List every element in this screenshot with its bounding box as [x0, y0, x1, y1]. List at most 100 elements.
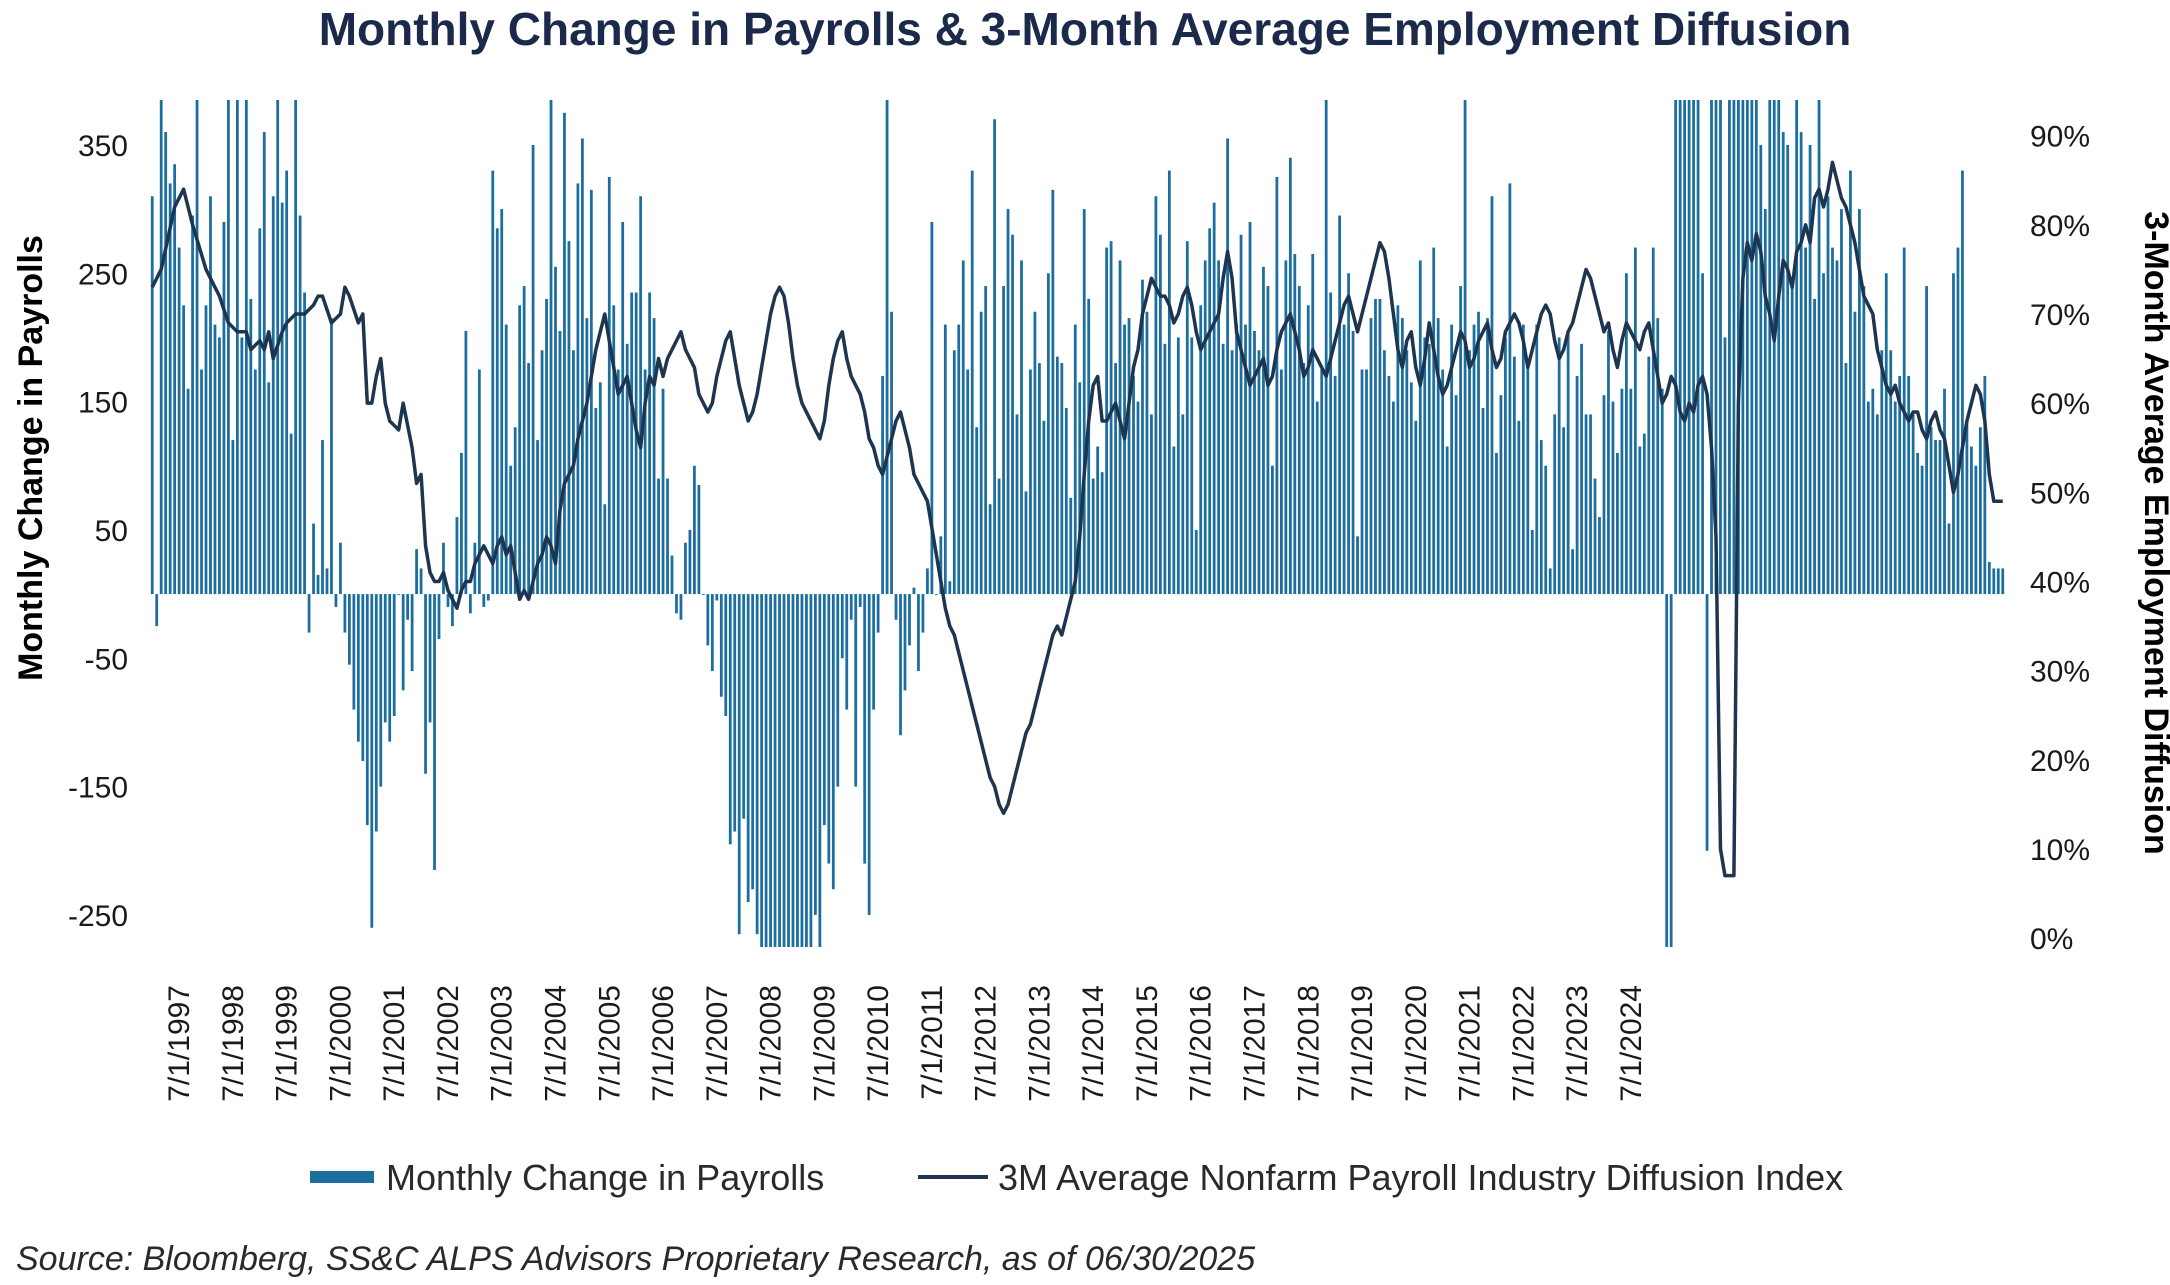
payroll-bar: [1271, 465, 1274, 595]
payroll-bar: [715, 594, 719, 601]
payroll-bar: [1629, 388, 1633, 595]
payroll-bar: [1073, 324, 1077, 595]
payroll-bar: [840, 594, 844, 659]
payroll-bar: [1087, 298, 1091, 595]
payroll-bar: [1499, 395, 1503, 595]
left-tick-label: 150: [78, 387, 128, 420]
payroll-bar: [639, 196, 643, 595]
payroll-bar: [737, 594, 741, 935]
payroll-bar: [1154, 196, 1158, 595]
payroll-bar: [1642, 433, 1646, 595]
source-note: Source: Bloomberg, SS&C ALPS Advisors Pr…: [16, 1240, 1255, 1278]
payroll-bar: [1208, 228, 1212, 595]
payroll-bar: [1660, 388, 1664, 595]
payroll-bar: [1199, 305, 1203, 595]
x-tick-label: 7/1/1999: [271, 985, 304, 1102]
payroll-bar: [289, 433, 293, 595]
payroll-bar: [1064, 408, 1068, 595]
payroll-bar: [724, 594, 728, 716]
x-tick-label: 7/1/2021: [1454, 985, 1487, 1102]
payroll-bar: [652, 318, 656, 595]
payroll-bar: [1217, 260, 1221, 595]
payroll-bar: [1970, 446, 1973, 595]
right-axis-ticks: 90% 80% 70% 60% 50% 40% 30% 20% 10% 0%: [2030, 121, 2090, 956]
payroll-bar: [1741, 100, 1745, 595]
payroll-bar: [1230, 350, 1234, 595]
payroll-bar: [1808, 144, 1812, 595]
payroll-bar: [621, 221, 625, 595]
payroll-bar: [1943, 388, 1946, 595]
payroll-bar: [984, 286, 988, 595]
payroll-bar: [872, 594, 876, 710]
payroll-bar: [460, 452, 463, 595]
payroll-bar: [173, 164, 177, 595]
payroll-bar: [1374, 298, 1377, 595]
payroll-bar: [244, 100, 248, 595]
payroll-bar: [1185, 241, 1189, 595]
payroll-bar: [943, 324, 947, 595]
payroll-bar: [1589, 414, 1592, 595]
payroll-bar: [1987, 562, 1991, 595]
payroll-bar: [867, 594, 871, 915]
payroll-bar: [1159, 234, 1162, 595]
payroll-bar: [1934, 440, 1937, 595]
payroll-bar: [1109, 241, 1113, 595]
payroll-bar: [1723, 337, 1727, 595]
left-tick-label: -150: [68, 772, 128, 805]
payroll-bar: [1038, 363, 1041, 595]
payroll-bar: [209, 196, 212, 595]
payroll-bar: [796, 594, 799, 947]
payroll-bar: [343, 594, 347, 633]
payroll-bar: [406, 594, 410, 620]
payroll-bar: [1351, 331, 1355, 595]
right-tick-label: 90%: [2030, 121, 2090, 154]
payroll-bar: [697, 485, 701, 595]
payroll-bar: [1916, 452, 1920, 595]
payroll-bar: [1060, 363, 1064, 595]
payroll-bar: [1212, 202, 1216, 595]
payroll-bar: [1490, 196, 1494, 595]
payroll-bar: [1235, 324, 1238, 595]
payroll-bar: [1929, 427, 1933, 595]
payroll-bar: [1181, 414, 1185, 595]
payroll-bar: [303, 292, 306, 595]
payroll-bar: [1714, 100, 1718, 595]
payroll-bar: [1051, 189, 1055, 595]
x-tick-label: 7/1/2004: [540, 985, 573, 1102]
payroll-bar: [379, 594, 383, 787]
x-axis-ticks: 7/1/1997 7/1/1998 7/1/1999 7/1/2000 7/1/2001…: [163, 985, 1648, 1102]
payroll-bar: [603, 504, 607, 595]
payroll-bar: [1750, 100, 1754, 595]
payroll-bar: [1409, 382, 1413, 595]
payroll-bar: [1696, 100, 1700, 595]
payroll-bar: [728, 594, 732, 845]
payroll-bar: [1387, 375, 1391, 595]
payroll-bar: [917, 594, 920, 672]
payroll-bar: [1553, 414, 1557, 595]
payroll-bar: [1145, 311, 1149, 595]
legend-bar-swatch: [310, 1171, 374, 1183]
payroll-bar: [881, 375, 884, 595]
payroll-bar: [240, 337, 244, 595]
payroll-bar: [701, 594, 705, 595]
payroll-bar: [1956, 247, 1960, 595]
payroll-bar: [191, 215, 194, 595]
x-tick-label: 7/1/2005: [593, 985, 626, 1102]
payroll-bar: [1737, 100, 1740, 595]
payroll-bar: [1096, 446, 1100, 595]
payroll-bar: [410, 594, 414, 672]
payroll-bar: [1405, 350, 1409, 595]
payroll-bar: [200, 369, 203, 595]
payroll-bar: [899, 594, 902, 736]
payroll-bar: [1293, 254, 1297, 595]
payroll-bar: [706, 594, 710, 646]
payroll-bar: [1961, 170, 1964, 595]
payroll-bar: [1226, 138, 1229, 595]
payroll-bar: [177, 247, 181, 595]
payroll-bar: [222, 221, 226, 595]
payroll-bar: [1871, 388, 1875, 595]
payroll-bar: [1844, 363, 1848, 595]
payroll-bar: [1167, 170, 1171, 595]
payroll-bar: [1450, 324, 1454, 595]
payroll-bar: [625, 343, 629, 595]
